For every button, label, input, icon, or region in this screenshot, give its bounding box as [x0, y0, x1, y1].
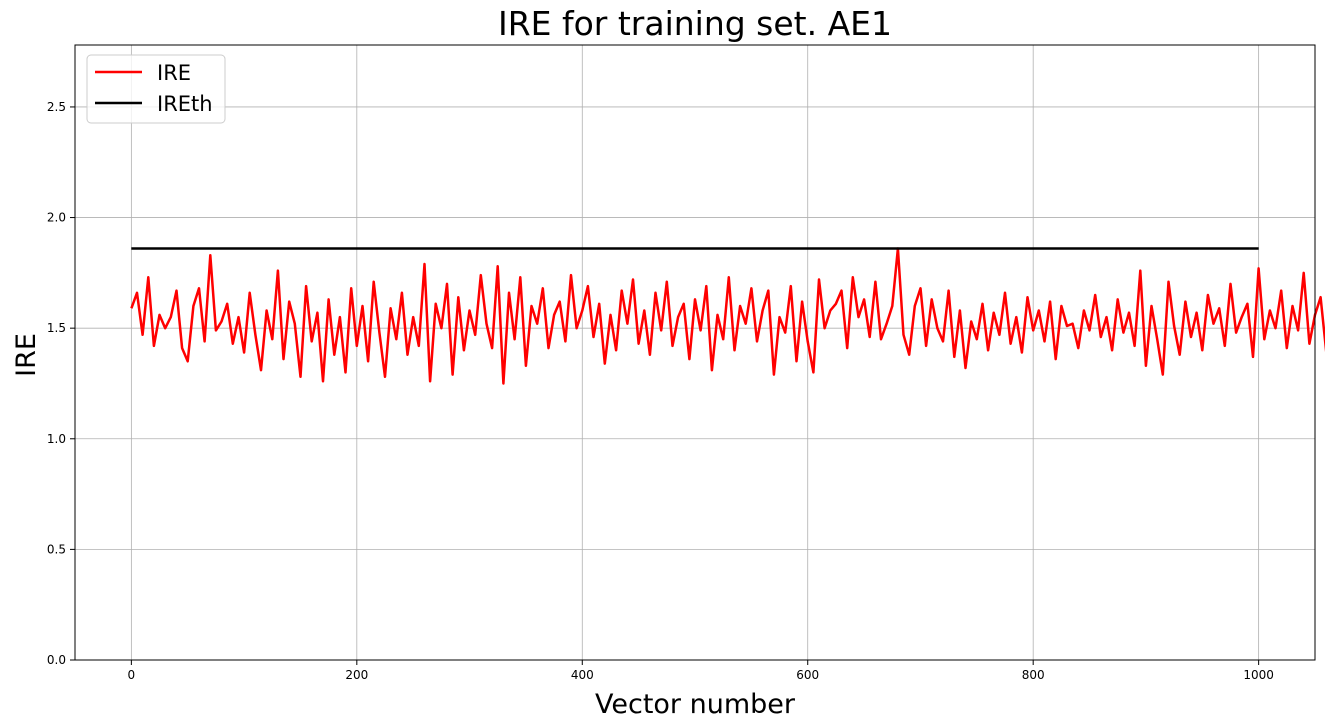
y-axis-label: IRE: [11, 333, 42, 377]
ticks: 0 200 400 600 800 1000 0.0 0.5 1.0 1.5 2.0 2.5: [47, 100, 1274, 682]
legend-label-ire: IRE: [157, 61, 191, 85]
x-axis-label: Vector number: [595, 689, 796, 720]
x-tick-label: 200: [345, 668, 368, 682]
series-layer: [130, 247, 1325, 385]
x-tick-label: 400: [571, 668, 594, 682]
x-tick-label: 1000: [1243, 668, 1274, 682]
x-tick-label: 600: [796, 668, 819, 682]
legend: IRE IREth: [86, 54, 226, 124]
x-tick-label: 0: [128, 668, 136, 682]
grid: [75, 45, 1315, 661]
legend-label-ireth: IREth: [157, 92, 213, 116]
x-tick-label: 800: [1022, 668, 1045, 682]
series-ire-line: [130, 247, 1325, 385]
y-tick-label: 2.0: [47, 211, 66, 225]
plot-frame: [74, 44, 1316, 661]
y-tick-label: 1.0: [47, 432, 66, 446]
y-tick-label: 1.5: [47, 321, 66, 335]
y-tick-label: 0.5: [47, 542, 66, 556]
y-tick-label: 0.0: [47, 653, 66, 667]
y-tick-label: 2.5: [47, 100, 66, 114]
chart-title: IRE for training set. AE1: [498, 4, 892, 43]
